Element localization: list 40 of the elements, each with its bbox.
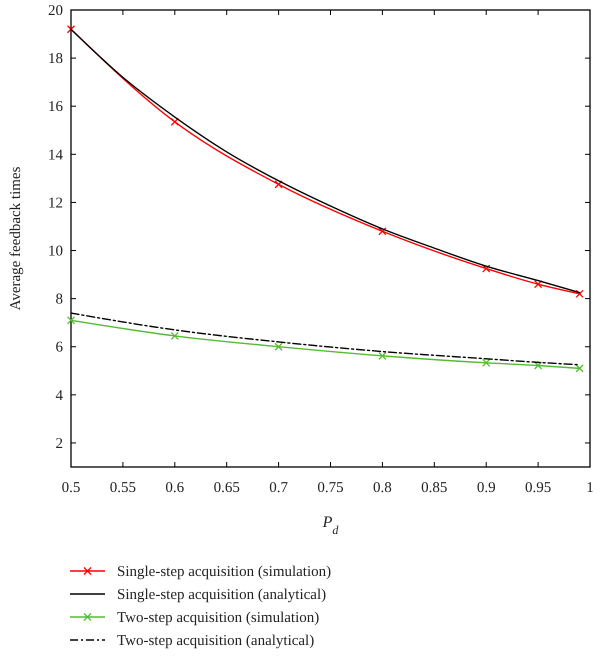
x-tick-label: 0.5 [62, 480, 80, 496]
y-tick-label: 12 [48, 195, 63, 212]
x-tick-label: 0.85 [421, 480, 448, 496]
y-tick-label: 20 [48, 3, 63, 19]
point [534, 361, 542, 370]
y-axis-title: Average feedback times [8, 166, 24, 310]
y-tick-label: 10 [48, 244, 63, 260]
point [482, 264, 490, 273]
point [378, 227, 387, 236]
x-tick-label: 0.9 [476, 480, 496, 496]
point [575, 364, 584, 373]
point [534, 280, 542, 288]
point [66, 316, 76, 324]
y-tick-label: 16 [48, 99, 64, 116]
legend-label: Two-step acquisition (analytical) [117, 633, 314, 649]
point [170, 118, 179, 126]
point [170, 332, 179, 340]
x-tick-label: 0.95 [524, 480, 552, 496]
y-tick-label: 18 [48, 51, 63, 68]
x-tick-label: 0.65 [214, 480, 240, 496]
y-tick-label: 2 [56, 436, 63, 452]
y-tick-label: 14 [48, 147, 64, 164]
x-tick-label: 1 [586, 480, 594, 496]
point [274, 342, 283, 351]
y-tick-label: 6 [56, 340, 64, 356]
point [482, 358, 490, 367]
point [274, 180, 283, 189]
y-tick-label: 8 [56, 292, 63, 308]
x-tick-label: 0.75 [317, 480, 344, 496]
x-tick-label: 0.7 [269, 480, 288, 496]
legend-label: Single-step acquisition (analytical) [117, 587, 326, 603]
x-tick-label: 0.6 [165, 480, 185, 496]
x-axis-title: P$_{d}$ [322, 514, 340, 537]
legend-label: Single-step acquisition (simulation) [117, 564, 332, 580]
y-tick-label: 4 [56, 388, 64, 404]
point [378, 352, 387, 360]
x-tick-label: 0.55 [110, 480, 136, 496]
legend-label: Two-step acquisition (simulation) [117, 610, 320, 626]
x-tick-label: 0.8 [373, 480, 392, 496]
point [575, 290, 584, 298]
